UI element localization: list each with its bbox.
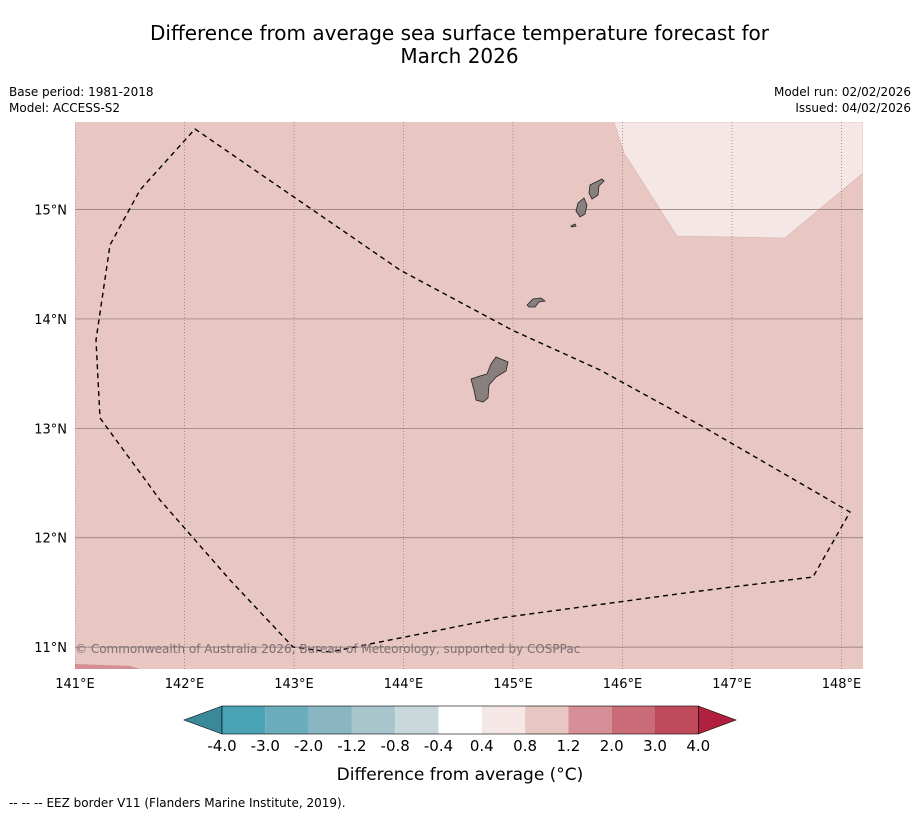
- colorbar-outline: [221, 705, 699, 735]
- colorbar-tick-label: 4.0: [686, 737, 710, 755]
- model-name: Model: ACCESS-S2: [9, 101, 121, 115]
- eez-legend-label: EEZ border V11 (Flanders Marine Institut…: [46, 796, 346, 810]
- lon-tick-label: 141°E: [55, 677, 95, 692]
- base-period: Base period: 1981-2018: [9, 85, 154, 99]
- model-run: Model run: 02/02/2026: [773, 85, 911, 99]
- lat-tick-label: 11°N: [34, 641, 67, 656]
- colorbar-min-extension: [183, 705, 223, 735]
- island-tinian: [575, 197, 588, 218]
- islands: [470, 178, 605, 403]
- copyright-notice: © Commonwealth of Australia 2026, Bureau…: [75, 642, 580, 656]
- colorbar-tick-label: 3.0: [643, 737, 667, 755]
- chart-title: Difference from average sea surface temp…: [0, 22, 919, 68]
- colorbar-tick-label: 2.0: [600, 737, 624, 755]
- colorbar-tick-label: -0.4: [424, 737, 453, 755]
- lon-tick-labels: 141°E 142°E 143°E 144°E 145°E 146°E 147°E 148°E: [55, 677, 861, 692]
- colorbar-segment: [308, 706, 352, 734]
- colorbar-tick-labels: -4.0 -3.0 -2.0 -1.2 -0.8 -0.4 0.4 0.8 1.2 2.0 3.0 4…: [207, 737, 710, 755]
- colorbar-segment: [611, 706, 655, 734]
- colorbar-tick-label: -2.0: [294, 737, 323, 755]
- colorbar-segment: [568, 706, 612, 734]
- lat-tick-labels: 15°N 14°N 13°N 12°N 11°N: [34, 204, 67, 657]
- colorbar-tick-label: 0.8: [513, 737, 537, 755]
- colorbar-segment: [265, 706, 309, 734]
- colorbar-tick-label: 1.2: [556, 737, 580, 755]
- lon-tick-label: 147°E: [712, 677, 752, 692]
- lon-tick-label: 145°E: [493, 677, 533, 692]
- meta-left: Base period: 1981-2018 Model: ACCESS-S2: [9, 84, 154, 116]
- lon-tick-label: 142°E: [165, 677, 205, 692]
- colorbar-tick-label: -1.2: [337, 737, 366, 755]
- colorbar: [183, 705, 737, 735]
- lon-tick-label: 146°E: [603, 677, 643, 692]
- title-line-2: March 2026: [400, 44, 519, 68]
- island-rota: [526, 297, 546, 308]
- title-line-1: Difference from average sea surface temp…: [149, 21, 769, 45]
- lat-tick-label: 14°N: [34, 313, 67, 328]
- lon-tick-label: 148°E: [822, 677, 862, 692]
- colorbar-segment: [481, 706, 526, 734]
- colorbar-tick-label: -0.8: [381, 737, 410, 755]
- lon-tick-label: 144°E: [384, 677, 424, 692]
- lon-tick-label: 143°E: [274, 677, 314, 692]
- colorbar-tick-label: -4.0: [207, 737, 236, 755]
- colorbar-segment: [222, 706, 266, 734]
- island-saipan: [588, 178, 605, 200]
- colorbar-segment: [395, 706, 439, 734]
- colorbar-segment: [655, 706, 699, 734]
- lon-gridlines: [75, 122, 842, 669]
- colorbar-max-extension: [697, 705, 737, 735]
- meta-right: Model run: 02/02/2026 Issued: 04/02/2026: [774, 84, 911, 116]
- colorbar-tick-label: -3.0: [251, 737, 280, 755]
- issued-date: Issued: 04/02/2026: [795, 101, 911, 115]
- eez-border: [95, 128, 851, 653]
- lat-tick-label: 15°N: [34, 204, 67, 219]
- warmer-anomaly-patch: [75, 664, 140, 669]
- island-guam: [470, 356, 509, 403]
- lat-tick-label: 12°N: [34, 532, 67, 547]
- map-frame: © Commonwealth of Australia 2026, Bureau…: [75, 122, 863, 669]
- colorbar-segment: [525, 706, 569, 734]
- island-aguijan: [570, 223, 577, 228]
- colorbar-tick-label: 0.4: [470, 737, 494, 755]
- lat-gridlines: [75, 209, 863, 648]
- eez-legend-symbol: -- -- --: [9, 796, 43, 810]
- cooler-anomaly-patch: [613, 122, 863, 239]
- colorbar-segment: [438, 706, 482, 734]
- eez-legend: -- -- -- EEZ border V11 (Flanders Marine…: [9, 796, 346, 810]
- colorbar-label: Difference from average (°C): [337, 765, 584, 785]
- lat-tick-label: 13°N: [34, 422, 67, 437]
- colorbar-segment: [351, 706, 396, 734]
